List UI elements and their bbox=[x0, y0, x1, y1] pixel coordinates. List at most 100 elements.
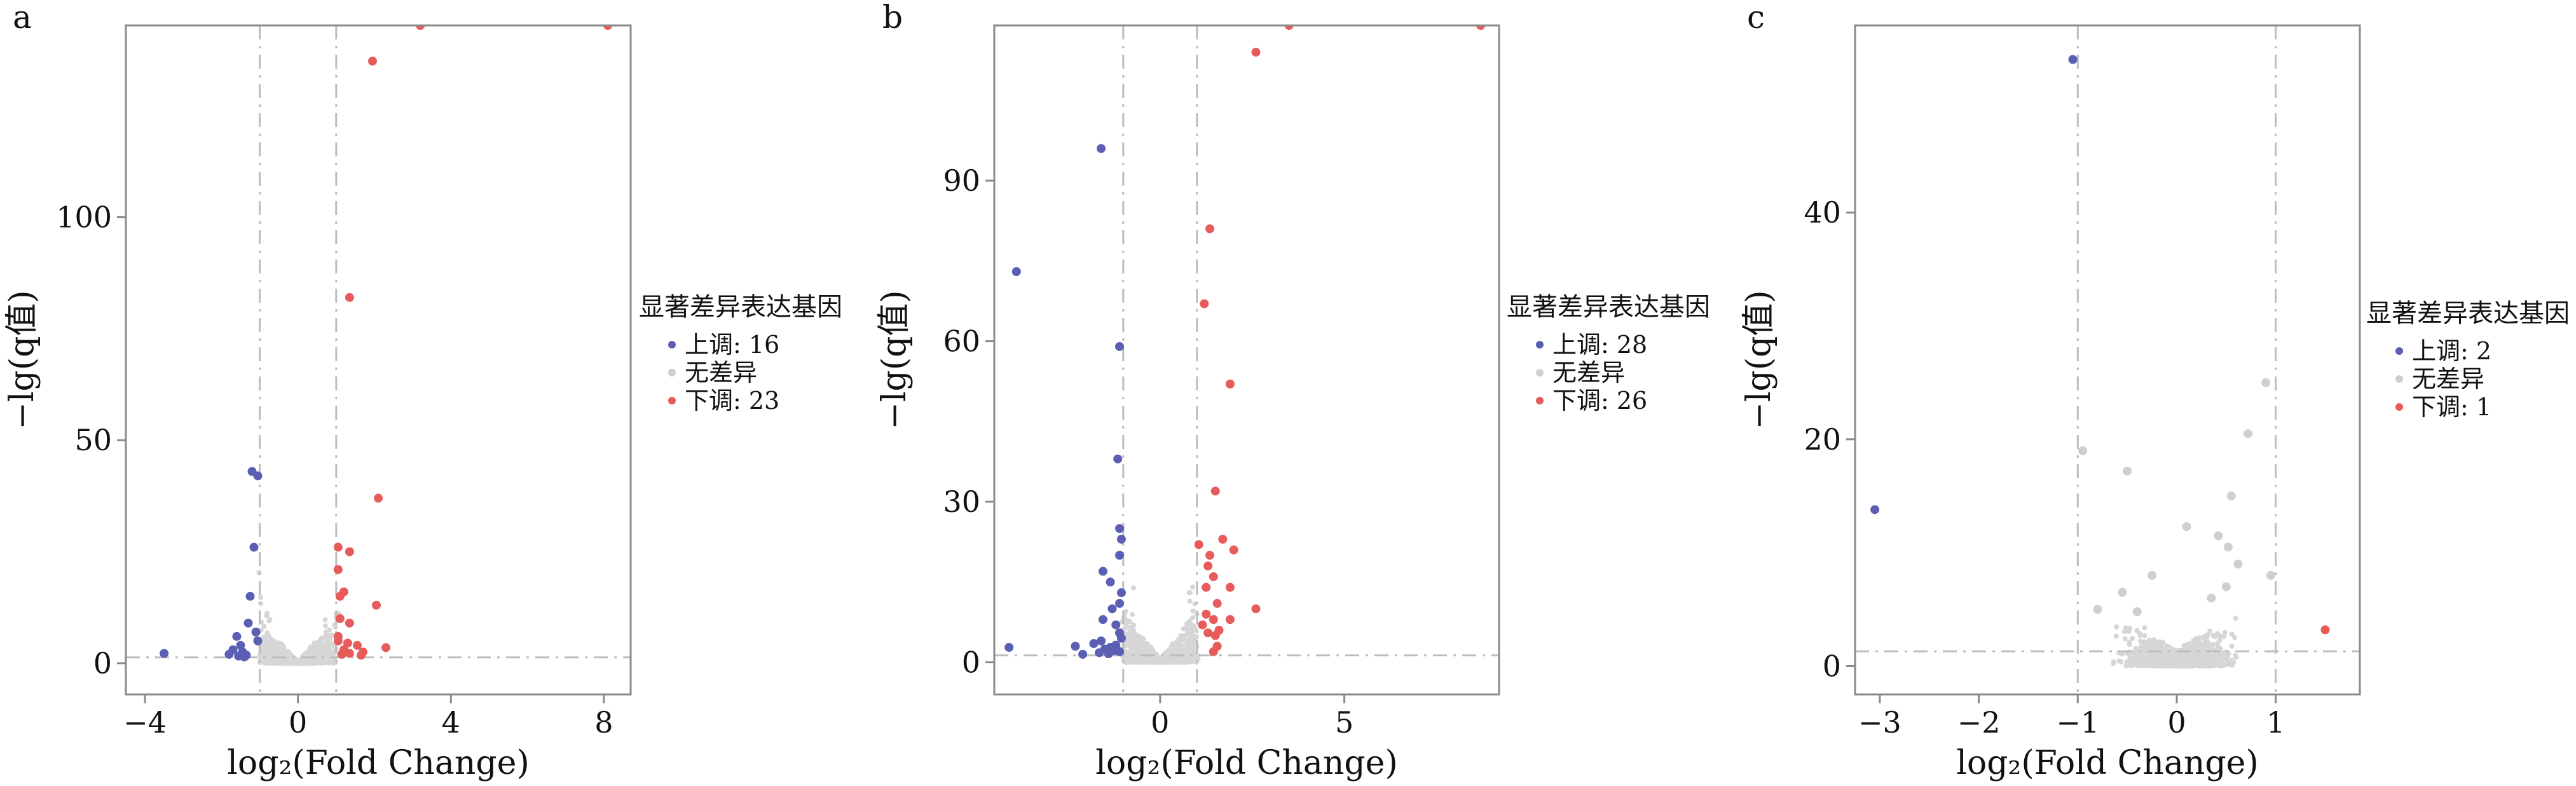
x-tick-label: 1 bbox=[2266, 705, 2285, 740]
data-point-down bbox=[1225, 615, 1235, 624]
legend-label-none: 无差异 bbox=[685, 359, 757, 387]
data-point-down bbox=[333, 636, 343, 645]
y-tick-label: 20 bbox=[1804, 422, 1841, 457]
data-point-up bbox=[1115, 524, 1125, 534]
data-point-down bbox=[1212, 598, 1222, 608]
data-point-none bbox=[2118, 588, 2127, 597]
data-point-down bbox=[1225, 379, 1235, 389]
data-point-up bbox=[251, 627, 261, 637]
legend: 显著差异表达基因 上调: 2 无差异 下调: 1 bbox=[2366, 299, 2570, 421]
data-point-down bbox=[1209, 615, 1218, 624]
legend-label-down: 下调: 26 bbox=[1552, 387, 1647, 415]
data-point-down bbox=[1202, 609, 1211, 619]
data-point-down bbox=[1203, 628, 1213, 638]
data-point-down bbox=[1251, 604, 1261, 614]
data-point-up bbox=[1116, 534, 1126, 544]
x-tick-label: −4 bbox=[123, 705, 167, 740]
data-point-down bbox=[1251, 48, 1261, 57]
data-point-up bbox=[2068, 55, 2078, 64]
data-point-up bbox=[1071, 642, 1080, 651]
legend-swatch-up bbox=[2395, 347, 2403, 355]
data-point-down bbox=[603, 25, 612, 30]
data-point-none bbox=[2214, 531, 2223, 541]
data-point-down bbox=[374, 493, 383, 503]
x-tick-label: 0 bbox=[1151, 705, 1169, 740]
data-point-none bbox=[2223, 542, 2233, 552]
data-point-up bbox=[245, 591, 255, 601]
data-point-down bbox=[333, 565, 343, 574]
y-tick-label: 0 bbox=[962, 645, 980, 680]
data-point-up bbox=[224, 649, 234, 659]
data-point-none bbox=[2132, 607, 2142, 616]
data-point-up bbox=[1116, 633, 1126, 643]
y-tick-label: 50 bbox=[74, 423, 112, 457]
data-point-down bbox=[2320, 625, 2330, 635]
x-axis-title: log₂(Fold Change) bbox=[227, 744, 529, 782]
x-tick-label: −3 bbox=[1858, 705, 1901, 740]
data-point-none bbox=[2226, 491, 2236, 500]
data-point-up bbox=[1870, 505, 1880, 514]
data-point-down bbox=[1210, 486, 1220, 496]
y-tick-label: 100 bbox=[56, 200, 112, 235]
data-point-down bbox=[345, 547, 354, 556]
data-point-up bbox=[249, 542, 259, 552]
data-point-down bbox=[337, 649, 346, 659]
data-point-down bbox=[1205, 551, 1215, 560]
legend-label-down: 下调: 1 bbox=[2412, 393, 2491, 421]
panel-letter-b: b bbox=[882, 0, 903, 36]
x-tick-label: 4 bbox=[442, 705, 460, 740]
data-point-up bbox=[236, 640, 245, 650]
y-tick-label: 0 bbox=[93, 646, 112, 680]
legend-title: 显著差异表达基因 bbox=[1507, 293, 1710, 322]
data-point-none bbox=[2093, 605, 2102, 614]
no-difference-point-cloud bbox=[1119, 584, 1201, 665]
x-axis-title: log₂(Fold Change) bbox=[1095, 744, 1397, 782]
legend-swatch-none bbox=[2395, 375, 2403, 383]
x-tick-label: 5 bbox=[1335, 705, 1353, 740]
data-point-up bbox=[1097, 144, 1106, 153]
data-point-down bbox=[356, 651, 366, 660]
y-tick-label: 40 bbox=[1804, 195, 1841, 230]
legend: 显著差异表达基因 上调: 28 无差异 下调: 26 bbox=[1507, 293, 1710, 415]
plot-frame bbox=[993, 24, 1500, 696]
data-point-down bbox=[371, 600, 381, 610]
data-point-none bbox=[2233, 559, 2243, 569]
data-point-up bbox=[1115, 598, 1125, 608]
axis-ticks: 0 5 0 30 60 90 bbox=[943, 163, 1353, 740]
data-point-down bbox=[1198, 620, 1207, 630]
no-difference-point-cloud bbox=[2111, 616, 2239, 669]
data-point-none bbox=[2207, 593, 2216, 603]
legend-swatch-up bbox=[668, 341, 676, 348]
data-point-up bbox=[1115, 647, 1125, 656]
volcano-panel-a: −4 0 4 8 0 50 100 log₂(Fold Change) −lg(q值) 显著… bbox=[3, 24, 842, 782]
legend-swatch-down bbox=[668, 397, 676, 404]
data-point-none bbox=[2123, 466, 2132, 476]
x-tick-label: −2 bbox=[1957, 705, 2001, 740]
data-point-up bbox=[1115, 551, 1125, 560]
data-point-up bbox=[243, 618, 253, 628]
axis-ticks: −4 0 4 8 0 50 100 bbox=[56, 200, 613, 740]
data-point-down bbox=[416, 25, 425, 30]
data-point-up bbox=[1078, 649, 1088, 659]
y-tick-label: 0 bbox=[1823, 649, 1841, 683]
y-tick-label: 60 bbox=[943, 324, 980, 359]
legend-swatch-none bbox=[1536, 369, 1544, 376]
data-point-down bbox=[345, 649, 354, 658]
data-point-down bbox=[1205, 224, 1215, 233]
data-point-up bbox=[1098, 567, 1107, 576]
data-point-up bbox=[1106, 577, 1115, 587]
data-point-none bbox=[2221, 582, 2231, 591]
data-point-up bbox=[253, 471, 263, 481]
data-point-down bbox=[381, 643, 391, 652]
data-point-down bbox=[1202, 583, 1211, 592]
plot-frame bbox=[125, 24, 632, 696]
data-point-up bbox=[253, 636, 263, 645]
data-point-down bbox=[1229, 545, 1238, 555]
x-tick-label: 0 bbox=[2167, 705, 2186, 740]
data-point-down bbox=[335, 614, 345, 623]
x-tick-label: 8 bbox=[594, 705, 613, 740]
no-difference-point-cloud bbox=[253, 570, 343, 666]
legend-label-up: 上调: 28 bbox=[1552, 331, 1647, 359]
y-tick-label: 30 bbox=[943, 485, 980, 519]
